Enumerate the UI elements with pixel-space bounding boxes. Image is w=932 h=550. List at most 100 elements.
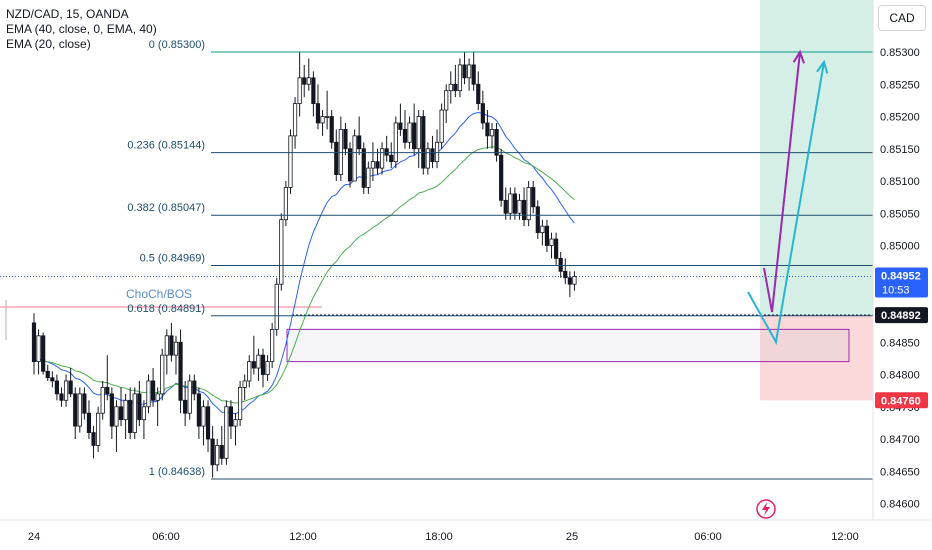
candle-body: [260, 354, 266, 375]
candle: [444, 84, 449, 123]
candle-body: [357, 135, 362, 150]
candle: [178, 329, 183, 414]
symbol-title[interactable]: NZD/CAD, 15, OANDA: [6, 7, 129, 21]
candle-body: [265, 361, 270, 375]
candle-body: [334, 141, 339, 175]
candle-body: [109, 393, 114, 427]
cyan-arrow[interactable]: [747, 61, 825, 345]
candle-body: [150, 380, 156, 401]
price-tick-label: 0.85300: [880, 47, 920, 59]
candle-body: [224, 406, 229, 459]
candle-body: [302, 77, 307, 85]
fib-level-label: 0.382 (0.85047): [127, 202, 205, 214]
price-tag: [875, 307, 928, 324]
ema40-legend[interactable]: EMA (40, close, 0, EMA, 40): [6, 22, 157, 36]
candle-body: [306, 77, 311, 85]
candle-body: [105, 387, 110, 395]
candle-body: [50, 377, 55, 382]
candle-body: [297, 77, 302, 105]
candle: [215, 439, 220, 472]
candle: [183, 380, 188, 427]
candle: [187, 374, 192, 420]
time-tick-label: 18:00: [425, 531, 453, 543]
candle: [251, 335, 256, 375]
choch-label: ChoCh/BOS: [126, 287, 192, 301]
candle: [105, 355, 110, 401]
currency-button[interactable]: CAD: [878, 5, 926, 31]
candle: [86, 400, 92, 440]
candle: [366, 161, 371, 194]
candle-body: [59, 393, 64, 401]
candle-body: [384, 148, 389, 156]
candle-body: [325, 116, 330, 118]
candle-body: [36, 335, 41, 363]
candle-body: [292, 103, 298, 137]
candle: [471, 52, 476, 91]
candle: [132, 387, 137, 440]
candle: [137, 380, 142, 427]
candle-body: [114, 406, 119, 427]
candle: [457, 58, 463, 98]
candle: [407, 116, 412, 149]
candle: [292, 97, 298, 149]
price-tag-value: 0.84760: [881, 395, 921, 407]
candle: [114, 400, 119, 452]
candle: [334, 129, 339, 182]
candle-body: [366, 167, 371, 188]
price-tick-label: 0.85050: [880, 208, 920, 220]
candle-body: [402, 129, 408, 143]
candle: [288, 129, 293, 194]
candle: [370, 142, 376, 182]
candle-body: [448, 83, 453, 92]
price-tick-label: 0.85000: [880, 241, 920, 253]
candle-body: [370, 161, 376, 169]
candle: [466, 58, 472, 91]
candle: [398, 103, 403, 136]
candle: [283, 181, 289, 227]
candle-body: [471, 64, 476, 85]
candle-body: [389, 154, 394, 163]
candle: [82, 387, 87, 420]
candle-body: [567, 277, 572, 285]
candle: [247, 355, 252, 388]
candle-body: [201, 406, 206, 427]
candle: [494, 122, 499, 162]
candle-body: [123, 399, 128, 421]
candle-body: [412, 122, 417, 150]
candle: [416, 110, 421, 169]
candle-body: [137, 393, 142, 421]
time-tick-label: 06:00: [694, 531, 722, 543]
demand-zone-box[interactable]: [286, 328, 850, 363]
candle-body: [512, 193, 518, 214]
candle-body: [544, 225, 550, 246]
candle-body: [41, 335, 46, 372]
target-zone[interactable]: [760, 0, 873, 316]
candle-body: [457, 64, 463, 92]
alert-icon-ring: [756, 499, 776, 519]
candle-body: [489, 129, 495, 137]
candle: [164, 329, 169, 375]
alert-icon[interactable]: [756, 499, 776, 519]
candle-body: [554, 238, 559, 259]
candle: [270, 322, 275, 369]
candle-body: [476, 83, 481, 105]
purple-arrow-head: [792, 49, 805, 64]
candle-body: [45, 370, 50, 379]
candle: [393, 116, 398, 169]
candle-body: [178, 341, 183, 401]
candle: [517, 193, 522, 220]
candle-body: [558, 258, 563, 272]
candle-body: [247, 361, 252, 382]
candle-body: [205, 406, 211, 440]
candle: [196, 387, 201, 440]
price-tick-label: 0.84600: [880, 499, 920, 511]
candle: [526, 181, 531, 227]
candle-body: [164, 335, 169, 356]
purple-arrow[interactable]: [763, 51, 801, 313]
candle-body: [329, 116, 334, 143]
time-tick-label: 06:00: [152, 531, 180, 543]
candle-body: [535, 206, 540, 234]
ema20-legend[interactable]: EMA (20, close): [6, 37, 91, 51]
candle: [508, 187, 513, 220]
